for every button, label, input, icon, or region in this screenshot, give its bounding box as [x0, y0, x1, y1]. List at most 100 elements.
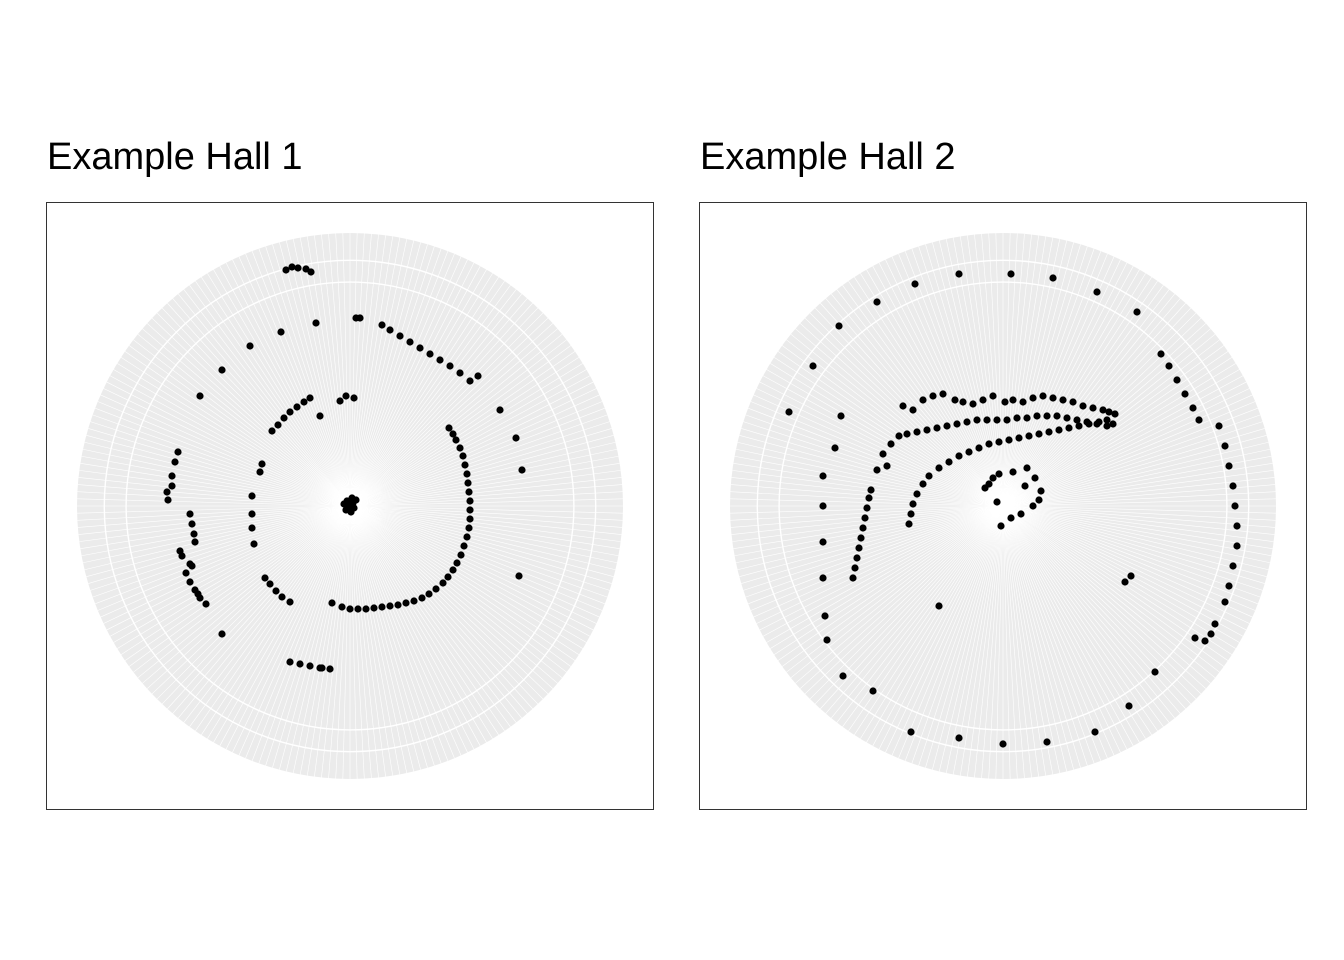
- data-point: [865, 494, 873, 502]
- data-point: [895, 432, 903, 440]
- data-point: [282, 266, 290, 274]
- data-point: [873, 298, 881, 306]
- data-point: [1111, 410, 1119, 418]
- data-point: [1225, 582, 1233, 590]
- data-point: [286, 658, 294, 666]
- data-point: [903, 430, 911, 438]
- data-point: [1031, 474, 1039, 482]
- data-point: [963, 418, 971, 426]
- data-point: [1017, 510, 1025, 518]
- data-point: [821, 612, 829, 620]
- data-point: [969, 400, 977, 408]
- data-point: [266, 580, 274, 588]
- data-point: [194, 590, 202, 598]
- data-point: [307, 268, 315, 276]
- data-point: [1053, 412, 1061, 420]
- data-point: [1049, 274, 1057, 282]
- data-point: [853, 554, 861, 562]
- data-point: [955, 270, 963, 278]
- data-point: [1079, 402, 1087, 410]
- data-point: [1003, 416, 1011, 424]
- data-point: [1229, 482, 1237, 490]
- data-point: [342, 392, 350, 400]
- data-point: [246, 342, 254, 350]
- data-point: [378, 603, 386, 611]
- data-point: [951, 396, 959, 404]
- data-point: [1221, 442, 1229, 450]
- data-point: [512, 434, 520, 442]
- data-point: [959, 398, 967, 406]
- data-point: [899, 402, 907, 410]
- data-point: [306, 662, 314, 670]
- data-point: [835, 322, 843, 330]
- data-point: [352, 496, 360, 504]
- data-point: [1033, 412, 1041, 420]
- data-point: [350, 394, 358, 402]
- polar-ring-gridline: [125, 281, 575, 731]
- polar-scatter-plot: [730, 233, 1276, 779]
- data-point: [785, 408, 793, 416]
- data-point: [1075, 422, 1083, 430]
- data-point: [933, 424, 941, 432]
- data-point: [955, 452, 963, 460]
- data-point: [456, 369, 464, 377]
- data-point: [191, 538, 199, 546]
- data-point: [378, 321, 386, 329]
- data-point: [218, 366, 226, 374]
- panel-title: Example Hall 2: [700, 136, 956, 178]
- data-point: [839, 672, 847, 680]
- data-point: [1043, 412, 1051, 420]
- data-point: [831, 444, 839, 452]
- data-point: [294, 264, 302, 272]
- data-point: [449, 430, 457, 438]
- data-point: [925, 472, 933, 480]
- data-point: [855, 544, 863, 552]
- data-point: [1105, 408, 1113, 416]
- data-point: [1023, 414, 1031, 422]
- data-point: [809, 362, 817, 370]
- data-point: [913, 428, 921, 436]
- data-point: [163, 488, 171, 496]
- data-point: [386, 326, 394, 334]
- panel-example-hall-1: Example Hall 1: [46, 130, 654, 810]
- data-point: [354, 605, 362, 613]
- data-point: [248, 492, 256, 500]
- data-point: [280, 414, 288, 422]
- data-point: [919, 396, 927, 404]
- data-point: [1089, 404, 1097, 412]
- data-point: [277, 328, 285, 336]
- polar-scatter-plot: [77, 233, 623, 779]
- data-point: [336, 397, 344, 405]
- data-point: [296, 660, 304, 668]
- data-point: [466, 515, 474, 523]
- data-point: [496, 406, 504, 414]
- data-point: [1173, 376, 1181, 384]
- data-point: [261, 574, 269, 582]
- data-point: [196, 392, 204, 400]
- data-point: [1103, 416, 1111, 424]
- data-point: [406, 338, 414, 346]
- data-point: [174, 448, 182, 456]
- polar-ring-gridline: [756, 259, 1250, 753]
- data-point: [466, 506, 474, 514]
- data-point: [1029, 394, 1037, 402]
- data-point: [445, 424, 453, 432]
- data-point: [907, 510, 915, 518]
- data-point: [1191, 634, 1199, 642]
- data-point: [1233, 542, 1241, 550]
- data-point: [168, 472, 176, 480]
- data-point: [459, 452, 467, 460]
- data-point: [190, 530, 198, 538]
- data-point: [1215, 422, 1223, 430]
- data-point: [1073, 416, 1081, 424]
- data-point: [1103, 422, 1111, 430]
- data-point: [849, 574, 857, 582]
- data-point: [1109, 420, 1117, 428]
- data-point: [1231, 502, 1239, 510]
- data-point: [182, 569, 190, 577]
- data-point: [342, 506, 350, 514]
- data-point: [873, 466, 881, 474]
- data-point: [186, 510, 194, 518]
- data-point: [1055, 426, 1063, 434]
- data-point: [286, 598, 294, 606]
